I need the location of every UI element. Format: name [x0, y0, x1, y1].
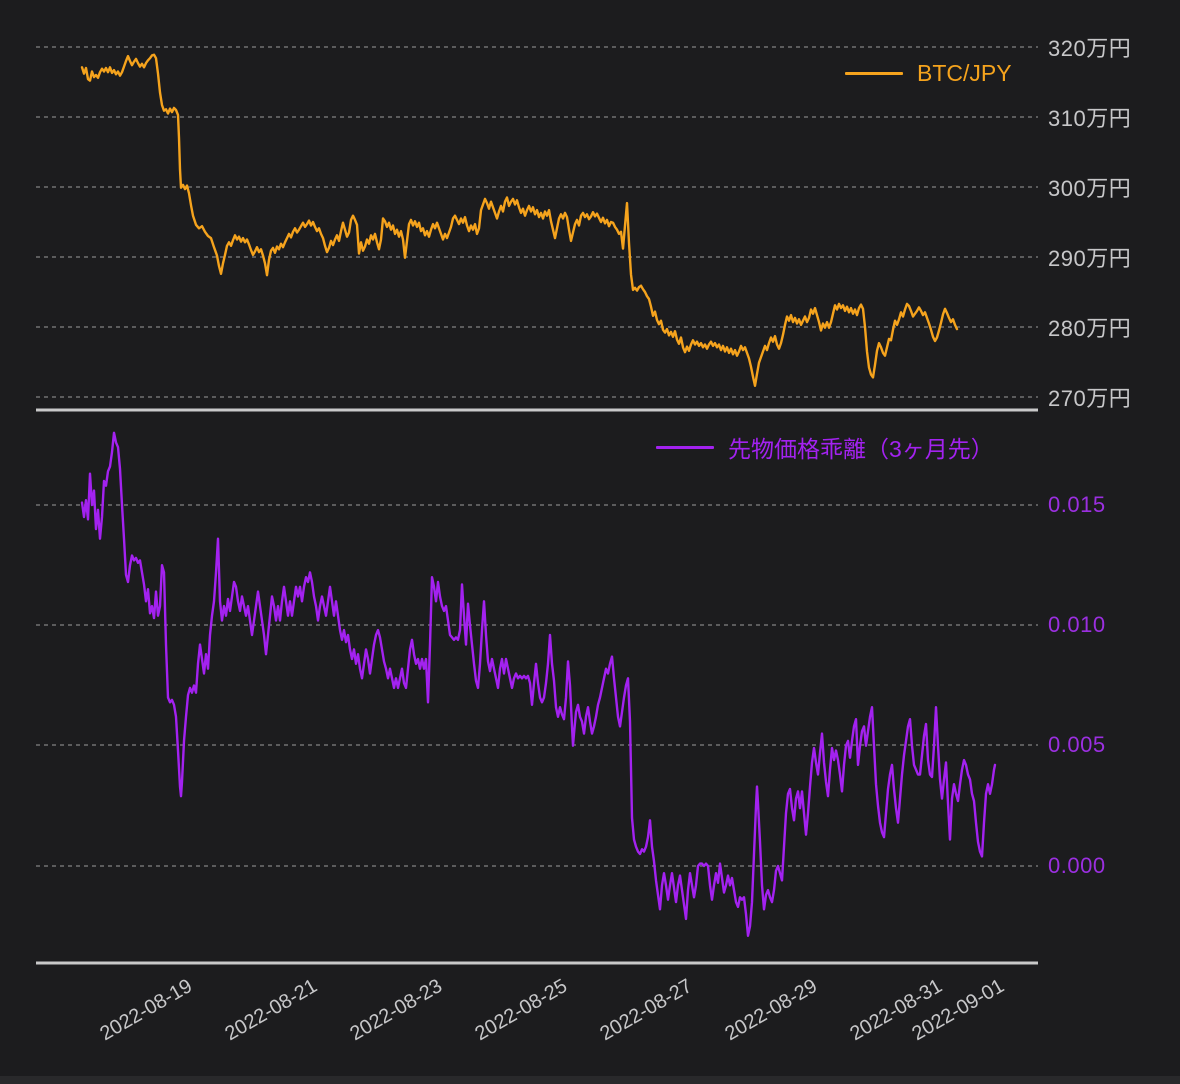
btcjpy-line: [80, 53, 959, 387]
bottom-edge-strip: [0, 1076, 1180, 1084]
futures-deviation-line: [80, 431, 997, 937]
legend-btcjpy: BTC/JPY: [845, 60, 1012, 87]
price-tick-label: 270万円: [1048, 386, 1132, 411]
legend-futures-deviation: 先物価格乖離（3ヶ月先）: [656, 430, 994, 464]
btcjpy-legend-line-swatch: [845, 72, 903, 75]
futures-deviation-legend-line-swatch: [656, 445, 714, 449]
futures-deviation-legend-label: 先物価格乖離（3ヶ月先）: [728, 436, 994, 462]
btcjpy-legend-label: BTC/JPY: [917, 60, 1012, 86]
price-tick-label: 300万円: [1048, 176, 1132, 201]
price-tick-label: 310万円: [1048, 106, 1132, 131]
deviation-tick-label: 0.010: [1048, 612, 1106, 637]
deviation-tick-label: 0.005: [1048, 732, 1106, 757]
price-tick-label: 280万円: [1048, 316, 1132, 341]
price-tick-label: 290万円: [1048, 246, 1132, 271]
price-tick-label: 320万円: [1048, 36, 1132, 61]
deviation-tick-label: 0.000: [1048, 853, 1106, 878]
deviation-tick-label: 0.015: [1048, 492, 1106, 517]
